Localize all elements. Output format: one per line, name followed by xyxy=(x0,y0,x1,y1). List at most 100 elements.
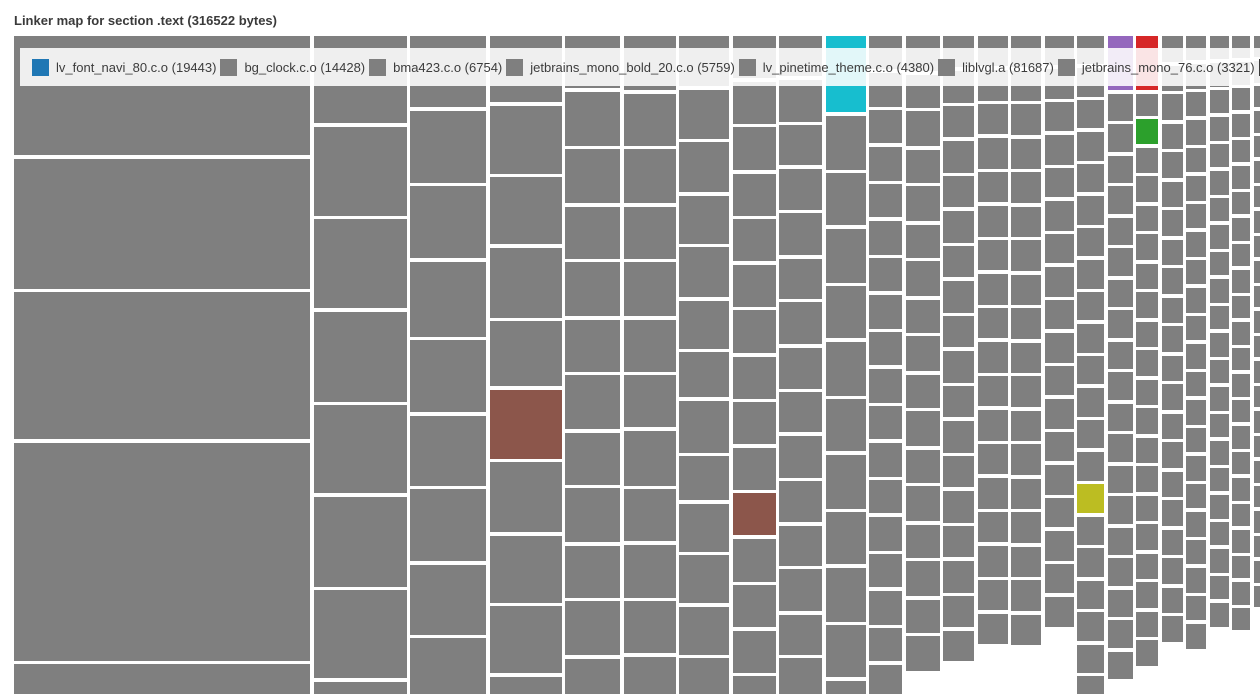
treemap-cell[interactable] xyxy=(1209,170,1229,195)
treemap-cell[interactable] xyxy=(1253,36,1260,57)
treemap-cell[interactable] xyxy=(1161,181,1183,207)
treemap-cell[interactable] xyxy=(1253,486,1260,507)
treemap-cell[interactable] xyxy=(1253,460,1260,483)
treemap-cell[interactable] xyxy=(1232,88,1250,110)
treemap-cell[interactable] xyxy=(1232,321,1250,345)
treemap-cell[interactable] xyxy=(1232,373,1250,397)
treemap-cell[interactable] xyxy=(1186,260,1206,284)
treemap-cell[interactable] xyxy=(1209,522,1229,545)
treemap-cell[interactable] xyxy=(869,554,902,587)
treemap-cell[interactable] xyxy=(1161,500,1183,526)
treemap-cell[interactable] xyxy=(410,489,486,561)
treemap-cell[interactable] xyxy=(779,79,822,122)
treemap-cell[interactable] xyxy=(943,176,974,207)
treemap-cell[interactable] xyxy=(1186,540,1206,564)
treemap-cell[interactable] xyxy=(1253,110,1260,133)
treemap-cell[interactable] xyxy=(623,489,676,541)
treemap-cell[interactable] xyxy=(1186,287,1206,313)
treemap-cell[interactable] xyxy=(1209,414,1229,437)
treemap-cell[interactable] xyxy=(1107,310,1133,338)
treemap-cell[interactable] xyxy=(977,104,1008,134)
treemap-cell[interactable] xyxy=(489,535,562,603)
treemap-cell[interactable] xyxy=(313,126,407,216)
treemap-cell[interactable] xyxy=(14,292,310,439)
treemap-cell[interactable] xyxy=(1232,425,1250,449)
treemap-cell[interactable] xyxy=(1044,530,1074,561)
treemap-cell[interactable] xyxy=(679,555,729,603)
treemap-cell[interactable] xyxy=(1232,556,1250,578)
treemap-cell[interactable] xyxy=(565,488,620,542)
treemap-cell[interactable] xyxy=(623,544,676,598)
treemap-cell[interactable] xyxy=(1077,387,1104,417)
treemap-cell[interactable] xyxy=(732,630,776,673)
treemap-cell[interactable] xyxy=(1186,119,1206,145)
legend-item[interactable]: lv_font_navi_80.c.o (19443) xyxy=(32,58,216,76)
treemap-cell[interactable] xyxy=(825,454,866,509)
treemap-cell[interactable] xyxy=(1011,444,1041,475)
treemap-cell[interactable] xyxy=(1253,560,1260,583)
treemap-cell[interactable] xyxy=(1232,113,1250,137)
legend-item[interactable]: jetbrains_mono_76.c.o (3321) xyxy=(1057,58,1255,76)
treemap-cell[interactable] xyxy=(732,310,776,353)
treemap-cell[interactable] xyxy=(1136,321,1158,347)
treemap-cell[interactable] xyxy=(943,140,974,173)
treemap-cell[interactable] xyxy=(1253,510,1260,533)
legend-item[interactable] xyxy=(1258,58,1260,76)
treemap-cell[interactable] xyxy=(1232,400,1250,422)
treemap-cell[interactable] xyxy=(732,402,776,444)
treemap-cell[interactable] xyxy=(1209,278,1229,303)
treemap-cell[interactable] xyxy=(1136,437,1158,463)
treemap-cell[interactable] xyxy=(1136,205,1158,231)
treemap-cell[interactable] xyxy=(489,321,562,386)
treemap-cell[interactable] xyxy=(779,435,822,478)
treemap-cell[interactable] xyxy=(905,636,940,671)
treemap-cell[interactable] xyxy=(905,561,940,596)
treemap-cell[interactable] xyxy=(623,262,676,316)
treemap-cell[interactable] xyxy=(1136,553,1158,579)
treemap-cell[interactable] xyxy=(1107,341,1133,369)
treemap-cell[interactable] xyxy=(869,184,902,217)
treemap-cell[interactable] xyxy=(1077,420,1104,448)
treemap-cell[interactable] xyxy=(1077,516,1104,545)
treemap-cell[interactable] xyxy=(1186,428,1206,452)
treemap-cell[interactable] xyxy=(1011,546,1041,577)
treemap-cell[interactable] xyxy=(1044,266,1074,297)
treemap-cell[interactable] xyxy=(623,206,676,259)
treemap-cell[interactable] xyxy=(869,146,902,181)
treemap-cell[interactable] xyxy=(1011,240,1041,271)
treemap-cell[interactable] xyxy=(1232,348,1250,370)
treemap-cell[interactable] xyxy=(732,447,776,490)
treemap-cell[interactable] xyxy=(1044,366,1074,395)
treemap-cell[interactable] xyxy=(1232,452,1250,474)
treemap-cell[interactable] xyxy=(1209,90,1229,113)
treemap-cell[interactable] xyxy=(905,374,940,408)
treemap-cell[interactable] xyxy=(977,512,1008,542)
treemap-cell[interactable] xyxy=(1136,524,1158,550)
treemap-cell[interactable] xyxy=(1107,124,1133,152)
treemap-cell[interactable] xyxy=(1107,155,1133,183)
treemap-cell[interactable] xyxy=(1232,296,1250,318)
treemap-cell[interactable] xyxy=(869,110,902,143)
treemap-cell[interactable] xyxy=(1186,92,1206,116)
treemap-cell[interactable] xyxy=(1077,259,1104,289)
treemap-cell[interactable] xyxy=(1077,548,1104,577)
treemap-cell[interactable] xyxy=(1253,160,1260,183)
treemap-cell[interactable] xyxy=(943,280,974,313)
treemap-cell[interactable] xyxy=(1107,558,1133,586)
treemap-cell[interactable] xyxy=(1232,581,1250,605)
treemap-cell[interactable] xyxy=(313,405,407,493)
treemap-cell[interactable] xyxy=(1253,360,1260,383)
treemap-cell[interactable] xyxy=(779,302,822,344)
treemap-cell[interactable] xyxy=(1107,589,1133,617)
treemap-cell[interactable] xyxy=(905,149,940,183)
treemap-cell[interactable] xyxy=(489,462,562,532)
treemap-cell[interactable] xyxy=(565,319,620,372)
treemap-cell[interactable] xyxy=(1253,586,1260,607)
treemap-cell[interactable] xyxy=(905,486,940,521)
treemap-cell[interactable] xyxy=(1253,210,1260,233)
treemap-cell[interactable] xyxy=(1107,93,1133,121)
treemap-cell[interactable] xyxy=(679,352,729,397)
treemap-cell[interactable] xyxy=(779,481,822,522)
treemap-cell[interactable] xyxy=(1077,195,1104,225)
treemap-cell[interactable] xyxy=(1209,468,1229,491)
